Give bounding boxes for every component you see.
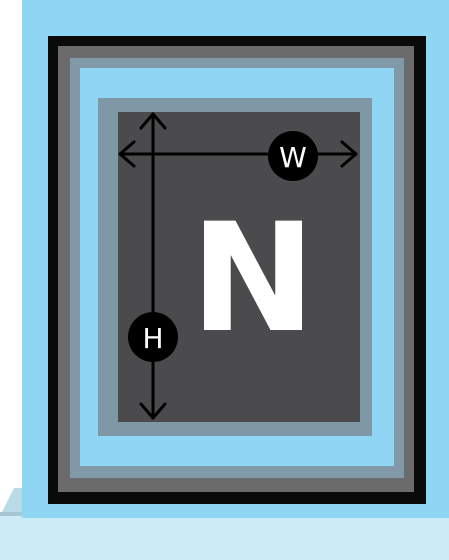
height-badge [128,312,178,362]
glass-pane [118,112,360,422]
window-sill [0,516,449,560]
height-arrow [139,112,167,420]
width-badge-label: W [279,141,307,174]
center-label: N [190,192,316,366]
width-badge [268,131,318,181]
height-badge-label: H [142,322,163,355]
